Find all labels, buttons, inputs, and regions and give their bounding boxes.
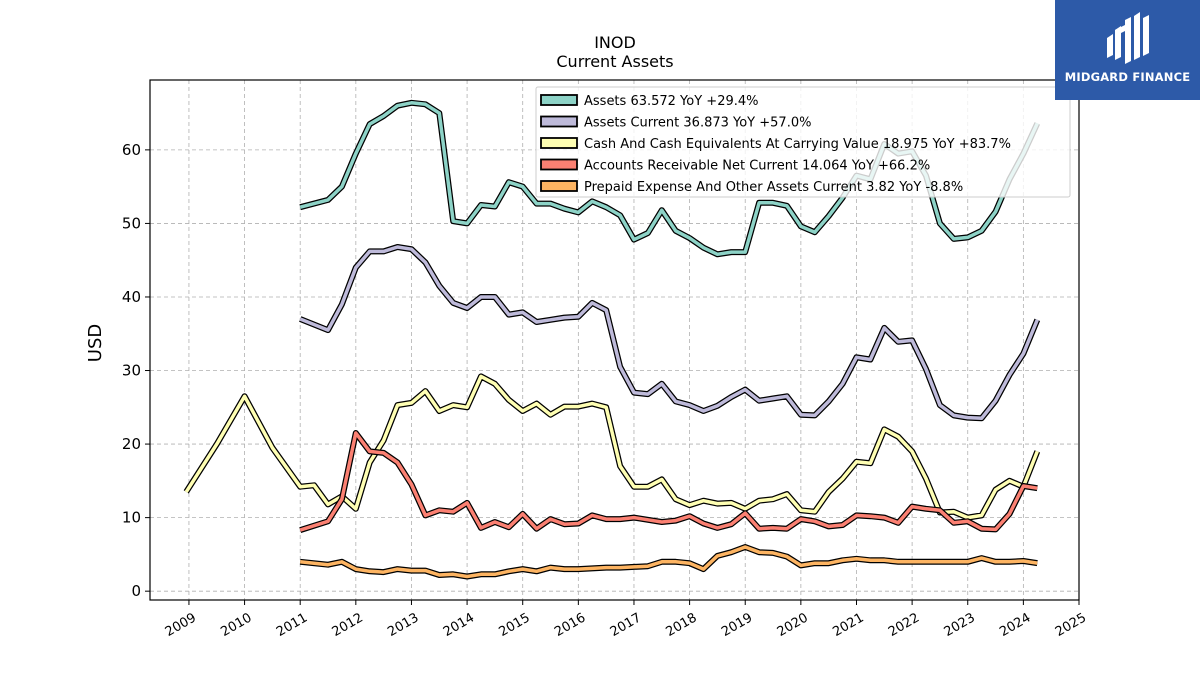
series-line (184, 374, 1039, 520)
x-tick-label: 2023 (942, 610, 978, 640)
y-tick-label: 20 (122, 435, 141, 453)
legend-swatch (540, 94, 578, 106)
y-tick-label: 40 (122, 288, 141, 306)
y-tick-label: 50 (122, 214, 141, 232)
y-tick-label: 0 (131, 582, 141, 600)
y-tick-label: 30 (122, 362, 141, 380)
series-line (299, 245, 1039, 421)
x-tick-label: 2016 (552, 610, 588, 640)
legend-swatch (540, 137, 578, 149)
legend-label: Accounts Receivable Net Current 14.064 Y… (584, 159, 930, 174)
legend-label: Assets Current 36.873 YoY +57.0% (584, 116, 811, 131)
x-tick-label: 2009 (163, 610, 199, 640)
legend-label: Cash And Cash Equivalents At Carrying Va… (584, 137, 1011, 152)
x-tick-label: 2025 (1053, 610, 1089, 640)
x-axis: 2009 2010 2011 2012 2013 2014 2015 2016 2017 2018… (163, 600, 1089, 640)
x-tick-label: 2014 (441, 610, 477, 640)
legend: Assets 63.572 YoY +29.4% Assets Current 3… (535, 86, 1071, 198)
x-tick-label: 2021 (830, 610, 866, 640)
midgard-logo-icon (1107, 12, 1149, 64)
series-line (299, 431, 1038, 532)
brand-name: MIDGARD FINANCE (1064, 70, 1191, 84)
series-line (300, 545, 1038, 579)
legend-swatch (540, 115, 578, 128)
x-tick-label: 2024 (997, 610, 1033, 640)
chart-title: INOD (594, 33, 636, 52)
y-axis-label: USD (85, 324, 106, 362)
x-tick-label: 2013 (385, 610, 421, 640)
x-tick-label: 2020 (775, 610, 811, 640)
chart-subtitle: Current Assets (556, 52, 673, 71)
legend-box (535, 86, 1071, 198)
y-tick-label: 10 (122, 509, 141, 527)
plot-frame (149, 79, 1080, 601)
series-layer (183, 99, 1041, 580)
x-tick-label: 2018 (663, 610, 699, 640)
x-tick-label: 2022 (886, 610, 922, 640)
x-tick-label: 2015 (497, 610, 533, 640)
legend-label: Prepaid Expense And Other Assets Current… (584, 180, 963, 195)
x-tick-label: 2017 (608, 610, 644, 640)
y-tick-label: 60 (122, 141, 141, 159)
brand-logo: MIDGARD FINANCE (1055, 0, 1200, 100)
x-tick-label: 2019 (719, 610, 755, 640)
legend-swatch (540, 180, 578, 192)
y-axis: 0 10 20 30 40 50 60 (122, 141, 150, 600)
legend-swatch (540, 158, 578, 171)
legend-label: Assets 63.572 YoY +29.4% (584, 94, 759, 109)
x-tick-label: 2012 (330, 610, 366, 640)
x-tick-label: 2011 (274, 610, 310, 640)
x-tick-label: 2010 (218, 610, 254, 640)
